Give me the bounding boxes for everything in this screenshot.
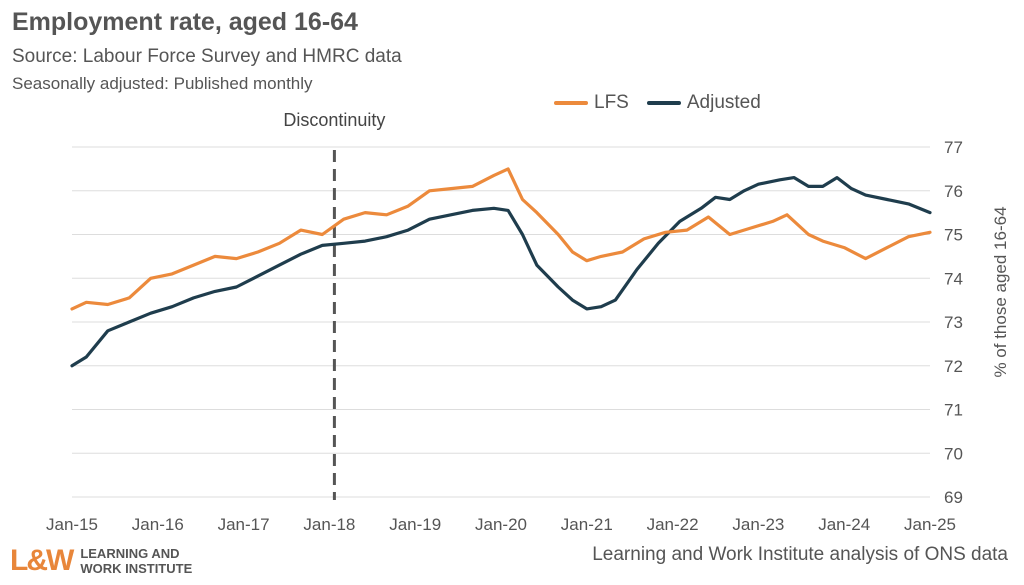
legend-item-lfs: LFS — [554, 92, 629, 114]
y-axis-label: % of those aged 16-64 — [991, 206, 1010, 377]
x-tick-label-Jan-21: Jan-21 — [561, 515, 613, 534]
y-tick-label-70: 70 — [944, 444, 963, 463]
source-credit: Learning and Work Institute analysis of … — [592, 544, 1008, 565]
logo-line-2: WORK INSTITUTE — [80, 561, 193, 576]
y-tick-label-74: 74 — [944, 269, 963, 288]
chart-subtitle: Source: Labour Force Survey and HMRC dat… — [12, 46, 402, 67]
x-tick-label-Jan-20: Jan-20 — [475, 515, 527, 534]
x-tick-label-Jan-23: Jan-23 — [732, 515, 784, 534]
logo-text: LEARNING AND WORK INSTITUTE — [80, 546, 192, 576]
series-line-adjusted — [70, 176, 932, 368]
x-tick-label-Jan-25: Jan-25 — [904, 515, 956, 534]
y-tick-label-76: 76 — [944, 182, 963, 201]
legend: LFS Adjusted — [554, 92, 769, 114]
discontinuity-label: Discontinuity — [283, 110, 385, 130]
x-tick-label-Jan-17: Jan-17 — [218, 515, 270, 534]
y-tick-label-73: 73 — [944, 313, 963, 332]
y-tick-label-77: 77 — [944, 138, 963, 157]
legend-label-adjusted: Adjusted — [686, 92, 761, 113]
logo-mark: L&W — [10, 544, 74, 577]
y-tick-label-75: 75 — [944, 226, 963, 245]
x-tick-label-Jan-15: Jan-15 — [46, 515, 98, 534]
y-tick-label-72: 72 — [944, 357, 963, 376]
x-tick-label-Jan-22: Jan-22 — [647, 515, 699, 534]
x-tick-label-Jan-16: Jan-16 — [132, 515, 184, 534]
legend-swatch-lfs — [554, 101, 588, 105]
logo-line-1: LEARNING AND — [80, 546, 180, 561]
chart-note: Seasonally adjusted: Published monthly — [12, 74, 313, 93]
lw-logo: L&W LEARNING AND WORK INSTITUTE — [10, 544, 192, 578]
legend-label-lfs: LFS — [594, 92, 629, 113]
legend-swatch-adjusted — [646, 101, 681, 105]
x-tick-label-Jan-19: Jan-19 — [389, 515, 441, 534]
chart-title: Employment rate, aged 16-64 — [12, 8, 358, 36]
x-tick-label-Jan-18: Jan-18 — [303, 515, 355, 534]
x-tick-label-Jan-24: Jan-24 — [818, 515, 870, 534]
series-line-lfs — [70, 167, 932, 311]
y-tick-label-69: 69 — [944, 488, 963, 507]
y-tick-label-71: 71 — [944, 401, 963, 420]
legend-item-adjusted: Adjusted — [646, 92, 761, 114]
